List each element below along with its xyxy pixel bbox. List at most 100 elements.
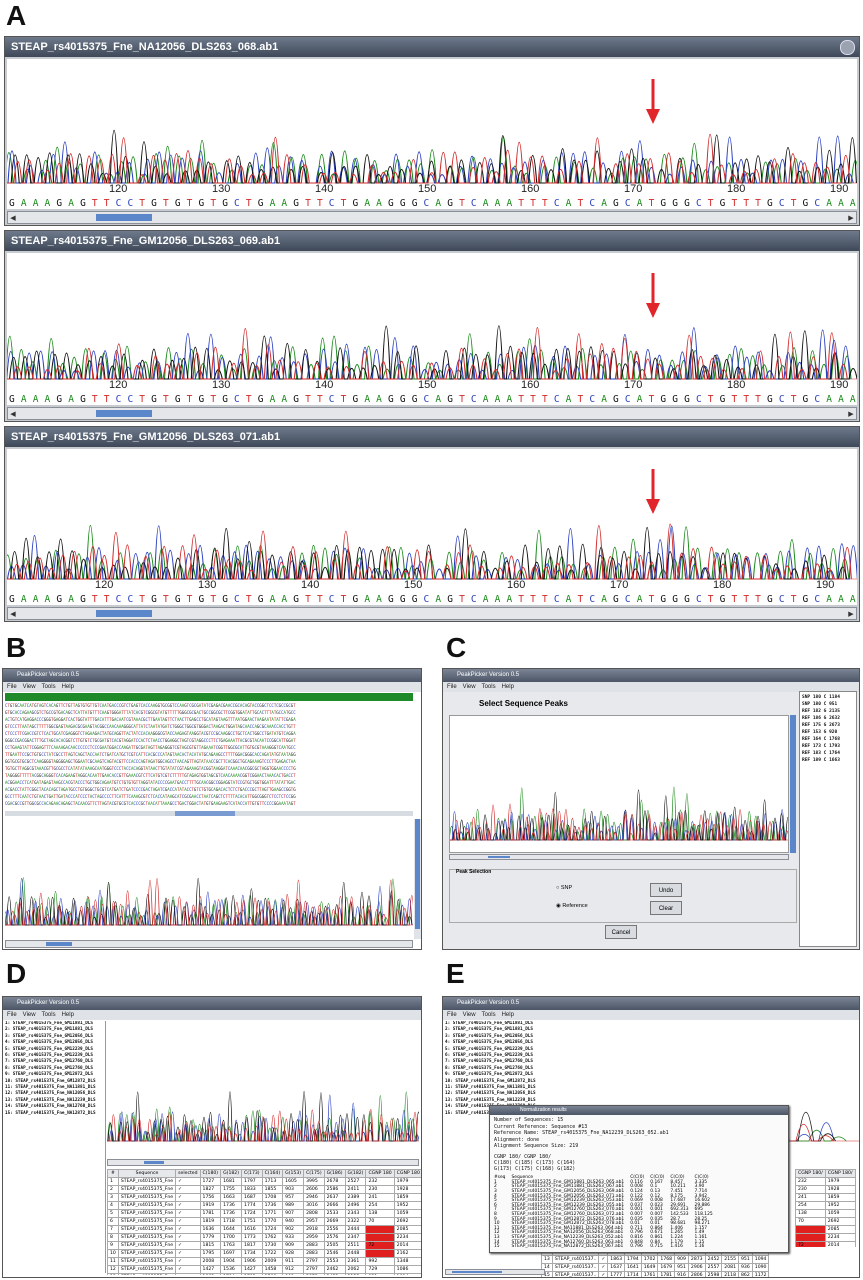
chromatogram-window-2[interactable]: STEAP_rs4015375_Fne_GM12056_DLS263_069.a…	[4, 230, 860, 422]
table-row[interactable]: 1 STEAP_rs4015375_Fne ✓ 1727 1681 1797 1713 160…	[107, 1177, 421, 1186]
table-row[interactable]: 13STEAP_rs4015375_Fne✓186317941702176890…	[107, 1273, 421, 1275]
peak-list-item[interactable]: REF 164 C 1768	[802, 737, 840, 742]
file-list-item[interactable]: 7: STEAP_rs4015375_Fne_GM12760_DLS	[445, 1059, 533, 1065]
scroll-right-icon[interactable]: ▶	[848, 215, 854, 222]
horizontal-scrollbar[interactable]: ◀ ▶	[7, 407, 857, 420]
file-list-item[interactable]: 13: STEAP_rs4015375_Fne_NA12239_DLS	[5, 1097, 96, 1103]
cancel-button[interactable]: Cancel	[605, 925, 637, 939]
table-row[interactable]: 2085	[795, 1225, 856, 1234]
menu-help[interactable]: Help	[501, 684, 514, 690]
table-row[interactable]: 8 STEAP_rs4015375_Fne ✓ 1779 1700 1773 1762 933…	[107, 1233, 421, 1242]
column-header[interactable]: C(175)	[303, 1169, 325, 1178]
horizontal-scrollbar[interactable]: ◀ ▶	[7, 211, 857, 224]
menu-file[interactable]: File	[447, 684, 457, 690]
scroll-left-icon[interactable]: ◀	[10, 611, 16, 618]
menu-view[interactable]: View	[462, 684, 476, 690]
peak-list-item[interactable]: REF 153 G 920	[802, 730, 838, 735]
peak-list-item[interactable]: REF 182 G 2135	[802, 709, 840, 714]
peak-list-item[interactable]: REF 175 G 2673	[802, 723, 840, 728]
table-row[interactable]: 14 STEAP_rs401537.. ✓ 1637 1641 1649 1679 951 29…	[541, 1263, 770, 1272]
alignment-scrollbar[interactable]	[5, 811, 413, 816]
table-row[interactable]: 11 STEAP_rs4015375_Fne ✓ 2008 1904 1906 2009 91…	[107, 1257, 421, 1266]
column-header[interactable]: C(180)	[199, 1169, 222, 1178]
file-list-item[interactable]: 3: STEAP_rs4015375_Fne_GM12056_DLS	[5, 1033, 93, 1039]
scroll-thumb[interactable]	[96, 610, 152, 617]
file-list-item[interactable]: 6: STEAP_rs4015375_Fne_GM12239_DLS	[445, 1053, 533, 1059]
scroll-right-icon[interactable]: ▶	[848, 611, 854, 618]
file-list-item[interactable]: 2: STEAP_rs4015375_Fne_GM11881_DLS	[5, 1027, 93, 1033]
column-header[interactable]: CGNP 180	[393, 1169, 421, 1178]
table-row[interactable]: 12 STEAP_rs4015375_Fne ✓ 1427 1536 1427 1458 91…	[107, 1265, 421, 1274]
trace-plot[interactable]	[449, 715, 789, 853]
horizontal-scrollbar[interactable]: ◀ ▶	[7, 607, 857, 620]
file-list-item[interactable]: 8: STEAP_rs4015375_Fne_GM12760_DLS	[5, 1065, 93, 1071]
column-header[interactable]: C(164)	[261, 1169, 284, 1178]
file-list-item[interactable]: 5: STEAP_rs4015375_Fne_GM12239_DLS	[445, 1046, 533, 1052]
peakpicker-window-b[interactable]: PeakPicker Version 0.5 File View Tools Help…	[2, 668, 422, 950]
vertical-scrollbar[interactable]	[414, 819, 421, 939]
column-header[interactable]: C(173)	[241, 1169, 263, 1178]
close-icon[interactable]	[840, 40, 855, 55]
table-row[interactable]: 241 1859	[795, 1193, 856, 1202]
table-row[interactable]: 13 STEAP_rs401537.. ✓ 1863 1794 1702 1768 909 28…	[541, 1255, 770, 1264]
menu-file[interactable]: File	[447, 1012, 457, 1018]
menu-tools[interactable]: Tools	[41, 1012, 56, 1018]
table-row[interactable]: 138 1059	[795, 1209, 856, 1218]
clear-button[interactable]: Clear	[650, 901, 682, 915]
file-list-item[interactable]: 10: STEAP_rs4015375_Fne_GM12872_DLS	[445, 1078, 536, 1084]
peakpicker-window-c[interactable]: PeakPicker Version 0.5 File View Tools Help…	[442, 668, 860, 950]
peak-list[interactable]: SNP 180 C 1184 SNP 180 C 951 REF 182 G 213…	[799, 691, 857, 947]
menu-file[interactable]: File	[7, 1012, 17, 1018]
file-list-item[interactable]: 12: STEAP_rs4015375_Fne_NA12056_DLS	[5, 1091, 96, 1097]
table-row[interactable]: 3 STEAP_rs4015375_Fne ✓ 1756 1663 1687 1708 957…	[107, 1193, 421, 1202]
horizontal-scrollbar[interactable]	[107, 1159, 419, 1166]
table-row[interactable]: 4 STEAP_rs4015375_Fne ✓ 1919 1736 1774 1736 989…	[107, 1201, 421, 1210]
table-row[interactable]: 232 1979	[795, 1177, 856, 1186]
column-header[interactable]: selected	[175, 1169, 201, 1178]
peak-list-item[interactable]: REF 186 G 2632	[802, 716, 840, 721]
results-table[interactable]: # Sequence selected C(180) G(182) C(173) C(164…	[107, 1169, 421, 1275]
column-header[interactable]: Sequence	[117, 1169, 177, 1178]
table-row[interactable]: 254 1952	[795, 1201, 856, 1210]
file-list-item[interactable]: 6: STEAP_rs4015375_Fne_GM12239_DLS	[5, 1053, 93, 1059]
table-row[interactable]: 70 2692	[795, 1217, 856, 1226]
file-list-item[interactable]: 12: STEAP_rs4015375_Fne_NA12056_DLS	[445, 1091, 536, 1097]
peakpicker-window-e[interactable]: PeakPicker Version 0.5 File View Tools Help…	[442, 996, 860, 1278]
file-list[interactable]: 1: STEAP_rs4015375_Fne_GM11881_DLS 2: STE…	[5, 1021, 106, 1273]
file-list-item[interactable]: 1: STEAP_rs4015375_Fne_GM11881_DLS	[5, 1021, 93, 1026]
file-list-item[interactable]: 1: STEAP_rs4015375_Fne_GM11881_DLS	[445, 1021, 533, 1026]
file-list-item[interactable]: 11: STEAP_rs4015375_Fne_NA11881_DLS	[5, 1085, 96, 1091]
peak-list-item[interactable]: REF 183 C 1764	[802, 751, 840, 756]
file-list-item[interactable]: 4: STEAP_rs4015375_Fne_GM12056_DLS	[445, 1040, 533, 1046]
menu-file[interactable]: File	[7, 684, 17, 690]
vertical-scrollbar[interactable]	[790, 715, 796, 853]
table-row[interactable]: 2 STEAP_rs4015375_Fne ✓ 1827 1755 1833 1855 903…	[107, 1185, 421, 1194]
column-header[interactable]: G(153)	[282, 1169, 305, 1178]
horizontal-scrollbar[interactable]	[445, 1269, 545, 1275]
scroll-left-icon[interactable]: ◀	[10, 411, 16, 418]
peak-list-item[interactable]: SNP 180 C 1184	[802, 695, 840, 700]
column-header[interactable]: CGNP 180/	[795, 1169, 826, 1178]
scroll-thumb[interactable]	[96, 214, 152, 221]
table-row[interactable]: 10 STEAP_rs4015375_Fne ✓ 1795 1697 1734 1722 92…	[107, 1249, 421, 1258]
table-row[interactable]: 230 1928	[795, 1185, 856, 1194]
menu-view[interactable]: View	[22, 1012, 36, 1018]
snp-radio[interactable]: ○ SNP	[556, 885, 573, 891]
file-list-item[interactable]: 11: STEAP_rs4015375_Fne_NA11881_DLS	[445, 1085, 536, 1091]
column-header[interactable]: G(186)	[323, 1169, 346, 1178]
column-header[interactable]: CGNP 180	[365, 1169, 395, 1178]
chromatogram-window-1[interactable]: STEAP_rs4015375_Fne_NA12056_DLS263_068.a…	[4, 36, 860, 226]
column-header[interactable]: CGNP 180/	[824, 1169, 856, 1178]
column-header[interactable]: G(182)	[220, 1169, 243, 1178]
peak-list-item[interactable]: REF 189 C 1663	[802, 758, 840, 763]
file-list-item[interactable]: 14: STEAP_rs4015375_Fne_NA12760_DLS	[5, 1104, 96, 1110]
table-row[interactable]: 5 STEAP_rs4015375_Fne ✓ 1781 1736 1724 1771 907…	[107, 1209, 421, 1218]
chromatogram-window-3[interactable]: STEAP_rs4015375_Fne_GM12056_DLS263_071.a…	[4, 426, 860, 622]
table-row[interactable]: 2234	[795, 1233, 856, 1242]
file-list-item[interactable]: 10: STEAP_rs4015375_Fne_GM12872_DLS	[5, 1078, 96, 1084]
menu-help[interactable]: Help	[61, 1012, 74, 1018]
scroll-thumb[interactable]	[96, 410, 152, 417]
peak-list-item[interactable]: SNP 180 C 951	[802, 702, 838, 707]
file-list-item[interactable]: 13: STEAP_rs4015375_Fne_NA12239_DLS	[445, 1097, 536, 1103]
column-header[interactable]: #	[107, 1169, 119, 1178]
